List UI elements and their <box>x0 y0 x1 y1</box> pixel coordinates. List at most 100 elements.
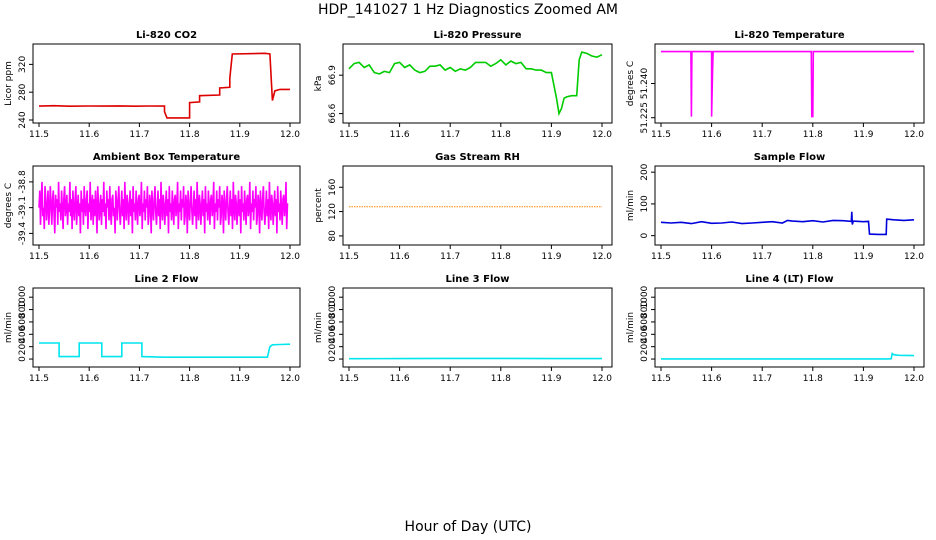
x-axis-label: Hour of Day (UTC) <box>405 519 532 535</box>
x-tick-label: 12.0 <box>592 252 612 262</box>
y-tick-label: 1000 <box>640 285 650 308</box>
y-tick-label: 51.240 <box>640 67 650 99</box>
y-tick-label: 800 <box>328 301 338 318</box>
series-line <box>660 211 915 236</box>
x-tick-label: 11.7 <box>129 130 149 140</box>
y-tick-label: 400 <box>328 325 338 342</box>
y-axis-label: ml/min <box>626 312 636 343</box>
x-tick-label: 11.5 <box>339 374 359 384</box>
chart-panels: Li-820 CO2 11.5 11.6 11.7 11.8 11.9 12.0 240 280… <box>4 30 925 384</box>
chart-panel: Gas Stream RH 11.5 11.6 11.7 11.8 11.9 12.0 80 1… <box>314 152 613 262</box>
x-tick-label: 11.7 <box>752 130 772 140</box>
x-tick-label: 11.8 <box>180 130 200 140</box>
panel-title: Gas Stream RH <box>435 152 520 163</box>
x-tick-label: 11.8 <box>491 130 511 140</box>
chart-panel: Ambient Box Temperature 11.5 11.6 11.7 11.8 1… <box>4 152 301 262</box>
y-tick-label: 1000 <box>18 285 28 308</box>
x-tick-label: 11.9 <box>853 130 873 140</box>
x-tick-label: 11.7 <box>440 374 460 384</box>
y-tick-label: 160 <box>328 178 338 195</box>
x-tick-label: 11.8 <box>803 374 823 384</box>
x-tick-label: 11.7 <box>129 374 149 384</box>
y-tick-label: -39.1 <box>18 196 28 219</box>
panel-title: Line 4 (LT) Flow <box>745 274 833 285</box>
x-tick-label: 11.9 <box>541 130 561 140</box>
plot-frame <box>32 165 301 246</box>
y-axis-label: ml/min <box>626 190 636 221</box>
x-tick-label: 11.5 <box>339 252 359 262</box>
x-tick-label: 11.9 <box>853 252 873 262</box>
x-tick-label: 11.6 <box>390 374 410 384</box>
x-tick-label: 11.5 <box>651 130 671 140</box>
y-tick-label: 600 <box>328 313 338 330</box>
series-line <box>39 342 291 359</box>
chart-panel: Line 4 (LT) Flow 11.5 11.6 11.7 11.8 11.9 12.0… <box>626 274 925 384</box>
y-tick-label: 200 <box>640 163 650 180</box>
y-tick-label: 1000 <box>328 285 338 308</box>
x-tick-label: 11.7 <box>129 252 149 262</box>
y-tick-label: 0 <box>640 233 650 239</box>
x-tick-label: 11.5 <box>29 130 49 140</box>
plot-frame <box>32 43 301 124</box>
x-tick-label: 11.8 <box>803 130 823 140</box>
y-axis-label: degrees C <box>4 183 14 228</box>
series-line <box>661 50 914 118</box>
x-tick-label: 11.9 <box>230 252 250 262</box>
plot-frame <box>654 165 925 246</box>
x-tick-label: 11.9 <box>853 374 873 384</box>
y-tick-label: 600 <box>18 313 28 330</box>
x-tick-label: 12.0 <box>280 130 300 140</box>
y-tick-label: 51.225 <box>640 102 650 134</box>
x-tick-label: 11.5 <box>651 252 671 262</box>
y-axis-label: percent <box>314 188 324 223</box>
x-tick-label: 11.6 <box>702 130 722 140</box>
y-tick-label: 80 <box>328 230 338 242</box>
series-line <box>38 181 289 234</box>
x-tick-label: 11.5 <box>339 130 359 140</box>
x-tick-label: 11.8 <box>491 252 511 262</box>
chart-panel: Li-820 Temperature 11.5 11.6 11.7 11.8 11.9 12… <box>626 30 925 140</box>
x-tick-label: 12.0 <box>280 252 300 262</box>
chart-panel: Line 3 Flow 11.5 11.6 11.7 11.8 11.9 12.0 02004… <box>314 274 613 384</box>
plot-frame <box>342 165 613 246</box>
x-tick-label: 11.9 <box>230 130 250 140</box>
x-tick-label: 11.9 <box>541 252 561 262</box>
panel-title: Li-820 Temperature <box>734 30 844 41</box>
x-tick-label: 11.7 <box>440 252 460 262</box>
panel-title: Li-820 CO2 <box>136 30 197 41</box>
panel-title: Line 2 Flow <box>135 274 199 285</box>
chart-panel: Sample Flow 11.5 11.6 11.7 11.8 11.9 12.0 0 100 2… <box>626 152 925 262</box>
y-tick-label: 800 <box>18 301 28 318</box>
x-tick-label: 12.0 <box>592 374 612 384</box>
y-axis-label: Licor ppm <box>4 61 14 106</box>
x-tick-label: 12.0 <box>592 130 612 140</box>
plot-frame <box>32 287 301 368</box>
x-tick-label: 11.8 <box>180 252 200 262</box>
x-tick-label: 11.6 <box>702 252 722 262</box>
y-tick-label: 320 <box>18 56 28 73</box>
x-tick-label: 11.6 <box>702 374 722 384</box>
y-tick-label: 120 <box>328 203 338 220</box>
x-tick-label: 12.0 <box>904 130 924 140</box>
x-tick-label: 11.5 <box>29 252 49 262</box>
y-tick-label: 280 <box>18 83 28 100</box>
y-tick-label: 0 <box>18 356 28 362</box>
x-tick-label: 11.7 <box>752 252 772 262</box>
plot-frame <box>654 43 925 124</box>
page-title: HDP_141027 1 Hz Diagnostics Zoomed AM <box>318 2 618 18</box>
series-line <box>661 352 915 360</box>
y-axis-label: ml/min <box>314 312 324 343</box>
x-tick-label: 11.6 <box>390 130 410 140</box>
y-tick-label: 400 <box>640 325 650 342</box>
x-tick-label: 11.7 <box>752 374 772 384</box>
x-tick-label: 11.6 <box>390 252 410 262</box>
y-tick-label: 0 <box>640 356 650 362</box>
x-tick-label: 11.7 <box>440 130 460 140</box>
y-axis-label: kPa <box>314 76 324 92</box>
x-tick-label: 11.6 <box>79 252 99 262</box>
x-tick-label: 11.9 <box>230 374 250 384</box>
y-tick-label: 800 <box>640 301 650 318</box>
panel-title: Sample Flow <box>754 152 826 163</box>
chart-panel: Li-820 CO2 11.5 11.6 11.7 11.8 11.9 12.0 240 280… <box>4 30 301 140</box>
